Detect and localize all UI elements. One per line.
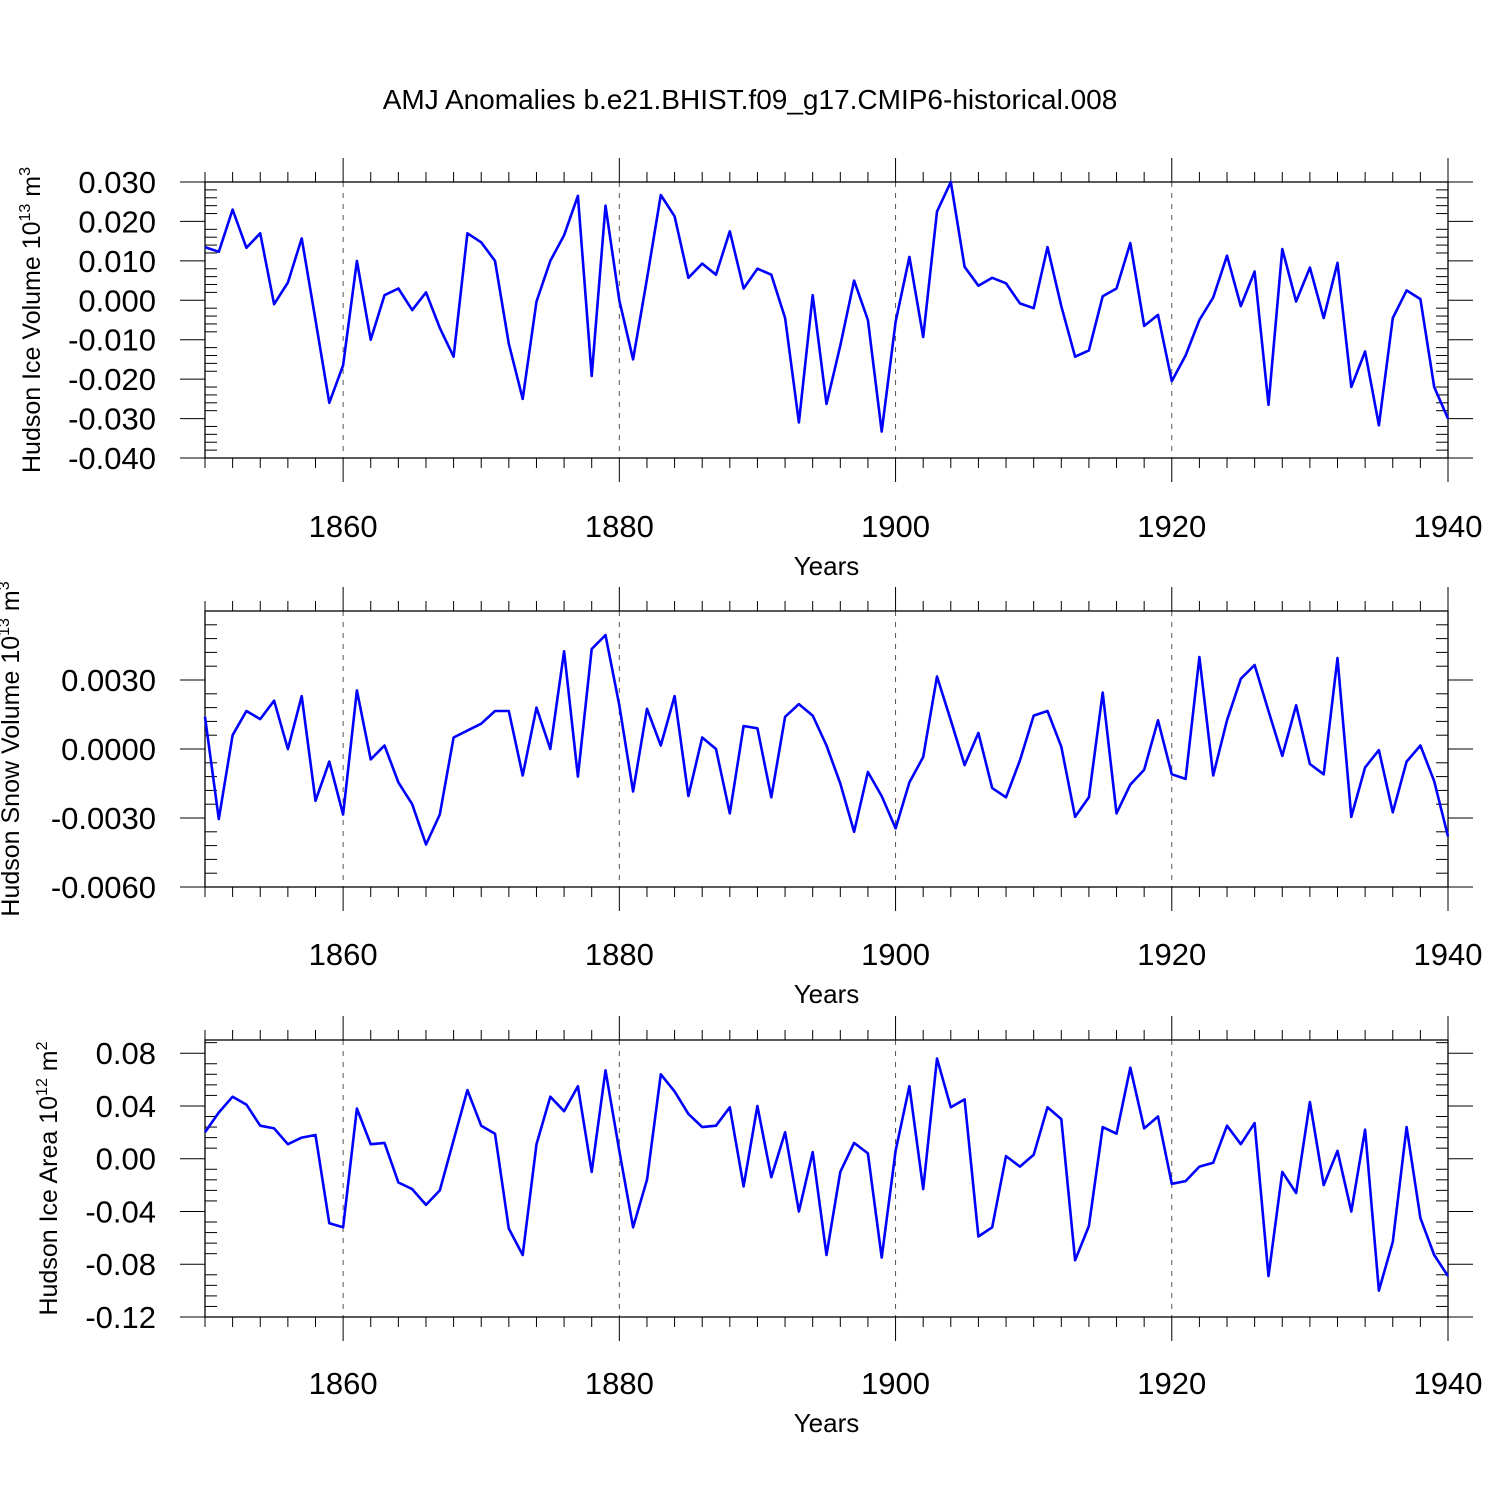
chart-panel-3: 0.08 0.04 0.00 -0.04 -0.08 -0.12 1860 1880 1900 1…: [34, 1016, 1482, 1438]
x-tick-label: 1940: [1414, 1366, 1483, 1401]
chart-panel-1: 0.030 0.020 0.010 0.000 -0.010 -0.020 -0.030 -0…: [17, 158, 1482, 581]
x-tick-label: 1900: [861, 937, 930, 972]
y-axis-title: Hudson Snow Volume 1013 m3: [0, 581, 25, 916]
x-tick-label: 1860: [309, 509, 378, 544]
y-tick-label: -0.12: [85, 1300, 156, 1335]
x-tick-label: 1880: [585, 937, 654, 972]
y-tick-label: 0.0030: [61, 663, 156, 698]
y-tick-label: 0.010: [78, 244, 156, 279]
x-tick-label: 1860: [309, 1366, 378, 1401]
x-tick-label: 1940: [1414, 509, 1483, 544]
y-tick-label: 0.000: [78, 283, 156, 318]
x-axis-title: Years: [794, 1408, 860, 1438]
y-axis-title: Hudson Ice Volume 1013 m3: [17, 167, 46, 473]
y-tick-label: 0.020: [78, 204, 156, 239]
series-line-2: [205, 635, 1448, 844]
x-tick-label: 1920: [1137, 1366, 1206, 1401]
x-axis-title: Years: [794, 979, 860, 1009]
y-tick-label: -0.040: [68, 441, 156, 476]
plot-frame: [205, 182, 1448, 458]
x-axis-title: Years: [794, 551, 860, 581]
plot-frame: [205, 1040, 1448, 1317]
x-tick-label: 1940: [1414, 937, 1483, 972]
y-tick-label: -0.08: [85, 1247, 156, 1282]
y-axis-title: Hudson Ice Area 1012 m2: [34, 1041, 63, 1315]
x-tick-label: 1880: [585, 1366, 654, 1401]
y-tick-label: -0.0060: [51, 870, 156, 905]
x-tick-label: 1900: [861, 509, 930, 544]
x-tick-label: 1920: [1137, 937, 1206, 972]
y-tick-label: -0.0030: [51, 801, 156, 836]
y-tick-label: 0.08: [96, 1036, 156, 1071]
series-line-1: [205, 182, 1448, 432]
series-line-3: [205, 1059, 1448, 1291]
y-tick-label: 0.00: [96, 1142, 156, 1177]
chart-panel-2: 0.0030 0.0000 -0.0030 -0.0060 1860 1880 1900 19…: [0, 581, 1482, 1009]
x-tick-label: 1920: [1137, 509, 1206, 544]
y-tick-label: -0.020: [68, 362, 156, 397]
y-tick-label: -0.010: [68, 323, 156, 358]
y-tick-label: -0.04: [85, 1194, 156, 1229]
x-tick-label: 1860: [309, 937, 378, 972]
x-tick-label: 1900: [861, 1366, 930, 1401]
y-tick-label: 0.04: [96, 1089, 156, 1124]
y-tick-label: 0.0000: [61, 732, 156, 767]
y-tick-label: -0.030: [68, 402, 156, 437]
figure-title: AMJ Anomalies b.e21.BHIST.f09_g17.CMIP6-…: [0, 84, 1500, 116]
y-tick-label: 0.030: [78, 165, 156, 200]
x-tick-label: 1880: [585, 509, 654, 544]
